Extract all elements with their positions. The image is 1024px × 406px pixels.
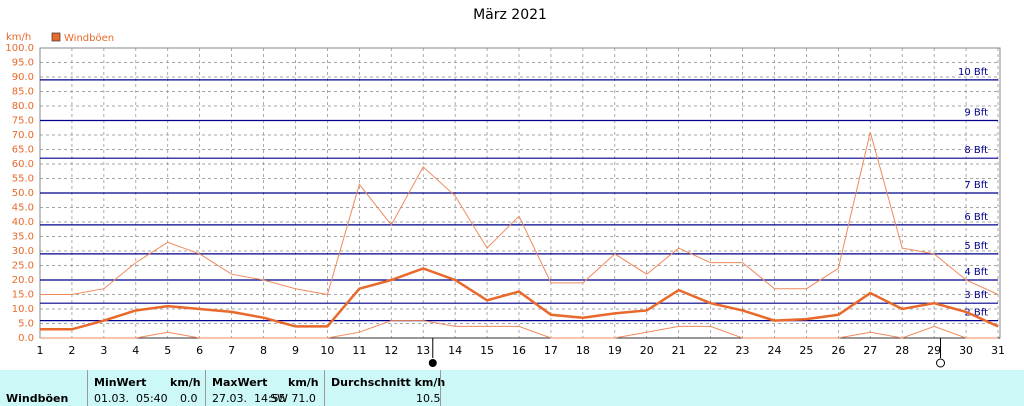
- beaufort-label: 3 Bft: [964, 290, 988, 301]
- x-tick-label: 11: [352, 344, 366, 357]
- y-tick-label: 85.0: [12, 87, 34, 98]
- x-tick-label: 1: [37, 344, 44, 357]
- separator: [440, 370, 441, 406]
- y-tick-label: 75.0: [12, 116, 34, 127]
- legend-label: Windböen: [64, 33, 114, 44]
- moon-icon: [428, 359, 437, 367]
- legend-swatch: [51, 32, 61, 42]
- x-tick-label: 5: [164, 344, 171, 357]
- cell: 10.5: [416, 392, 441, 405]
- beaufort-label: 10 Bft: [958, 67, 988, 78]
- x-tick-label: 4: [132, 344, 139, 357]
- x-tick-label: 18: [576, 344, 590, 357]
- y-tick-label: 70.0: [12, 130, 34, 141]
- cell: 01.03. 05:40: [94, 392, 168, 405]
- x-tick-label: 12: [384, 344, 398, 357]
- y-tick-label: 5.0: [18, 319, 34, 330]
- cell: 0.0: [180, 392, 198, 405]
- moon-icon: [936, 358, 946, 368]
- beaufort-label: 8 Bft: [964, 145, 988, 156]
- summary-table: Windböen MinWert km/h 01.03. 05:40 0.0 M…: [0, 370, 1024, 406]
- x-tick-label: 9: [292, 344, 299, 357]
- beaufort-label: 6 Bft: [964, 212, 988, 223]
- y-tick-label: 90.0: [12, 72, 34, 83]
- y-tick-label: 15.0: [12, 290, 34, 301]
- series-line: [40, 320, 998, 339]
- x-tick-label: 13: [416, 344, 430, 357]
- beaufort-label: 7 Bft: [964, 180, 988, 191]
- series-line: [40, 267, 999, 331]
- y-tick-label: 95.0: [12, 58, 34, 69]
- separator: [205, 370, 206, 406]
- x-tick-label: 29: [927, 344, 941, 357]
- series-line: [40, 131, 999, 296]
- y-tick-label: 65.0: [12, 145, 34, 156]
- x-tick-label: 20: [640, 344, 654, 357]
- y-tick-label: 35.0: [12, 232, 34, 243]
- x-tick-label: 6: [196, 344, 203, 357]
- col-unit: km/h: [288, 376, 319, 389]
- y-tick-label: 80.0: [12, 101, 34, 112]
- x-tick-label: 24: [767, 344, 781, 357]
- x-tick-label: 23: [736, 344, 750, 357]
- x-tick-label: 14: [448, 344, 462, 357]
- x-tick-label: 31: [991, 344, 1005, 357]
- beaufort-label: 9 Bft: [964, 108, 988, 119]
- y-tick-label: 55.0: [12, 174, 34, 185]
- x-tick-label: 28: [895, 344, 909, 357]
- chart: März 2021 km/h 0.0 5.0 10.0 15.0 20.0 25.0 30.…: [5, 7, 1005, 368]
- y-tick-label: 100.0: [5, 43, 34, 54]
- beaufort-label: 4 Bft: [964, 267, 988, 278]
- y-tick-label: 25.0: [12, 261, 34, 272]
- x-tick-label: 10: [320, 344, 334, 357]
- x-tick-label: 19: [608, 344, 622, 357]
- chart-title: März 2021: [473, 7, 547, 23]
- x-tick-label: 8: [260, 344, 267, 357]
- x-tick-label: 3: [100, 344, 107, 357]
- x-tick-label: 15: [480, 344, 494, 357]
- y-tick-label: 0.0: [18, 333, 34, 344]
- x-tick-label: 30: [959, 344, 973, 357]
- y-tick-label: 40.0: [12, 217, 34, 228]
- col-title: MinWert: [94, 376, 147, 389]
- x-tick-label: 16: [512, 344, 526, 357]
- y-tick-label: 10.0: [12, 304, 34, 315]
- x-tick-label: 27: [863, 344, 877, 357]
- x-tick-label: 25: [799, 344, 813, 357]
- y-tick-label: 45.0: [12, 203, 34, 214]
- y-unit: km/h: [6, 32, 31, 43]
- row-label: Windböen: [6, 392, 69, 405]
- beaufort-label: 5 Bft: [964, 241, 988, 252]
- x-tick-label: 22: [704, 344, 718, 357]
- y-tick-label: 60.0: [12, 159, 34, 170]
- x-tick-label: 17: [544, 344, 558, 357]
- y-tick-label: 30.0: [12, 246, 34, 257]
- cell: SW 71.0: [270, 392, 316, 405]
- col-title: MaxWert: [212, 376, 268, 389]
- col-unit: km/h: [170, 376, 201, 389]
- x-tick-label: 2: [68, 344, 75, 357]
- cell: 27.03. 14:55: [212, 392, 286, 405]
- x-tick-label: 26: [831, 344, 845, 357]
- beaufort-label: 2 Bft: [964, 308, 988, 319]
- x-tick-label: 7: [228, 344, 235, 357]
- y-tick-label: 50.0: [12, 188, 34, 199]
- y-tick-label: 20.0: [12, 275, 34, 286]
- x-tick-label: 21: [672, 344, 686, 357]
- separator: [324, 370, 325, 406]
- separator: [87, 370, 88, 406]
- col-title: Durchschnitt km/h: [331, 376, 446, 389]
